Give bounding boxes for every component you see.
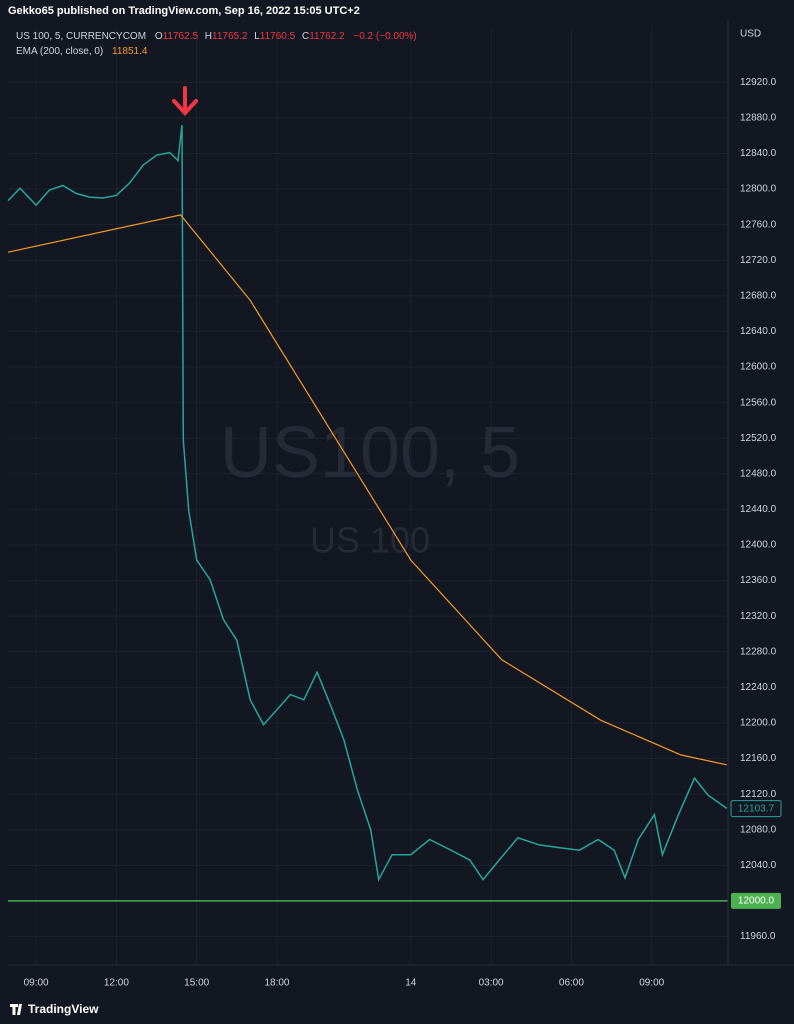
y-tick-label: 12160.0 xyxy=(740,753,777,764)
brand-logo xyxy=(10,1004,22,1015)
legend-symbol: US 100, 5, CURRENCYCOM O11762.5 H11765.2… xyxy=(16,31,417,42)
legend-high: 11765.2 xyxy=(212,31,248,42)
annotation-arrow xyxy=(172,86,198,116)
x-tick-label: 18:00 xyxy=(264,978,289,989)
last-price-box xyxy=(730,800,782,818)
y-tick-label: 12600.0 xyxy=(740,362,777,373)
legend-o: O xyxy=(155,31,163,42)
footer-brand: TradingView xyxy=(28,1002,99,1016)
y-tick-label: 12640.0 xyxy=(740,326,777,337)
level-label: 12000.0 xyxy=(738,896,775,907)
y-tick-label: 12120.0 xyxy=(740,789,777,800)
y-tick-label: 12440.0 xyxy=(740,504,777,515)
x-tick-label: 03:00 xyxy=(479,978,504,989)
watermark-subtitle: US 100 xyxy=(310,520,430,561)
x-tick-label: 09:00 xyxy=(639,978,664,989)
y-tick-label: 12400.0 xyxy=(740,540,777,551)
price-line xyxy=(7,124,728,882)
y-tick-label: 12480.0 xyxy=(740,468,777,479)
y-tick-label: 12320.0 xyxy=(740,611,777,622)
y-tick-label: 12520.0 xyxy=(740,433,777,444)
x-tick-label: 12:00 xyxy=(104,978,129,989)
legend-ema-name: EMA (200, close, 0) xyxy=(16,46,103,57)
y-tick-label: 12760.0 xyxy=(740,219,777,230)
y-tick-label: 12840.0 xyxy=(740,148,777,159)
x-tick-label: 14 xyxy=(405,978,417,989)
y-tick-label: 11960.0 xyxy=(740,931,776,942)
y-tick-label: 12040.0 xyxy=(740,860,777,871)
header-text: Gekko65 published on TradingView.com, Se… xyxy=(8,5,360,17)
legend-change: −0.2 (−0.00%) xyxy=(353,31,416,42)
y-tick-label: 12200.0 xyxy=(740,718,777,729)
y-tick-label: 12920.0 xyxy=(740,77,777,88)
legend-low: 11760.5 xyxy=(260,31,296,42)
y-tick-label: 12720.0 xyxy=(740,255,777,266)
y-tick-label: 12560.0 xyxy=(740,397,777,408)
currency-label: USD xyxy=(740,29,761,40)
legend-h: H xyxy=(205,31,212,42)
y-tick-label: 12080.0 xyxy=(740,824,777,835)
y-tick-label: 12880.0 xyxy=(740,113,777,124)
y-tick-label: 12680.0 xyxy=(740,290,777,301)
y-tick-label: 12800.0 xyxy=(740,184,777,195)
y-tick-label: 12240.0 xyxy=(740,682,777,693)
legend-l: L xyxy=(254,31,260,42)
y-tick-label: 12280.0 xyxy=(740,646,777,657)
price-line xyxy=(7,214,727,766)
legend-close: 11762.2 xyxy=(309,31,345,42)
x-tick-label: 09:00 xyxy=(24,978,49,989)
legend-ema-value: 11851.4 xyxy=(112,46,148,57)
legend-c: C xyxy=(302,31,309,42)
grid xyxy=(8,28,728,965)
y-tick-label: 12360.0 xyxy=(740,575,777,586)
plot xyxy=(7,124,728,902)
level-label-box xyxy=(731,892,781,909)
x-tick-label: 06:00 xyxy=(559,978,584,989)
watermark-title: US100, 5 xyxy=(220,413,520,493)
last-price-label: 12103.7 xyxy=(738,803,775,814)
legend-ema: EMA (200, close, 0) 11851.4 xyxy=(16,46,148,57)
legend-open: 11762.5 xyxy=(163,31,199,42)
x-tick-label: 15:00 xyxy=(184,978,209,989)
legend-name: US 100, 5, CURRENCYCOM xyxy=(16,31,146,42)
